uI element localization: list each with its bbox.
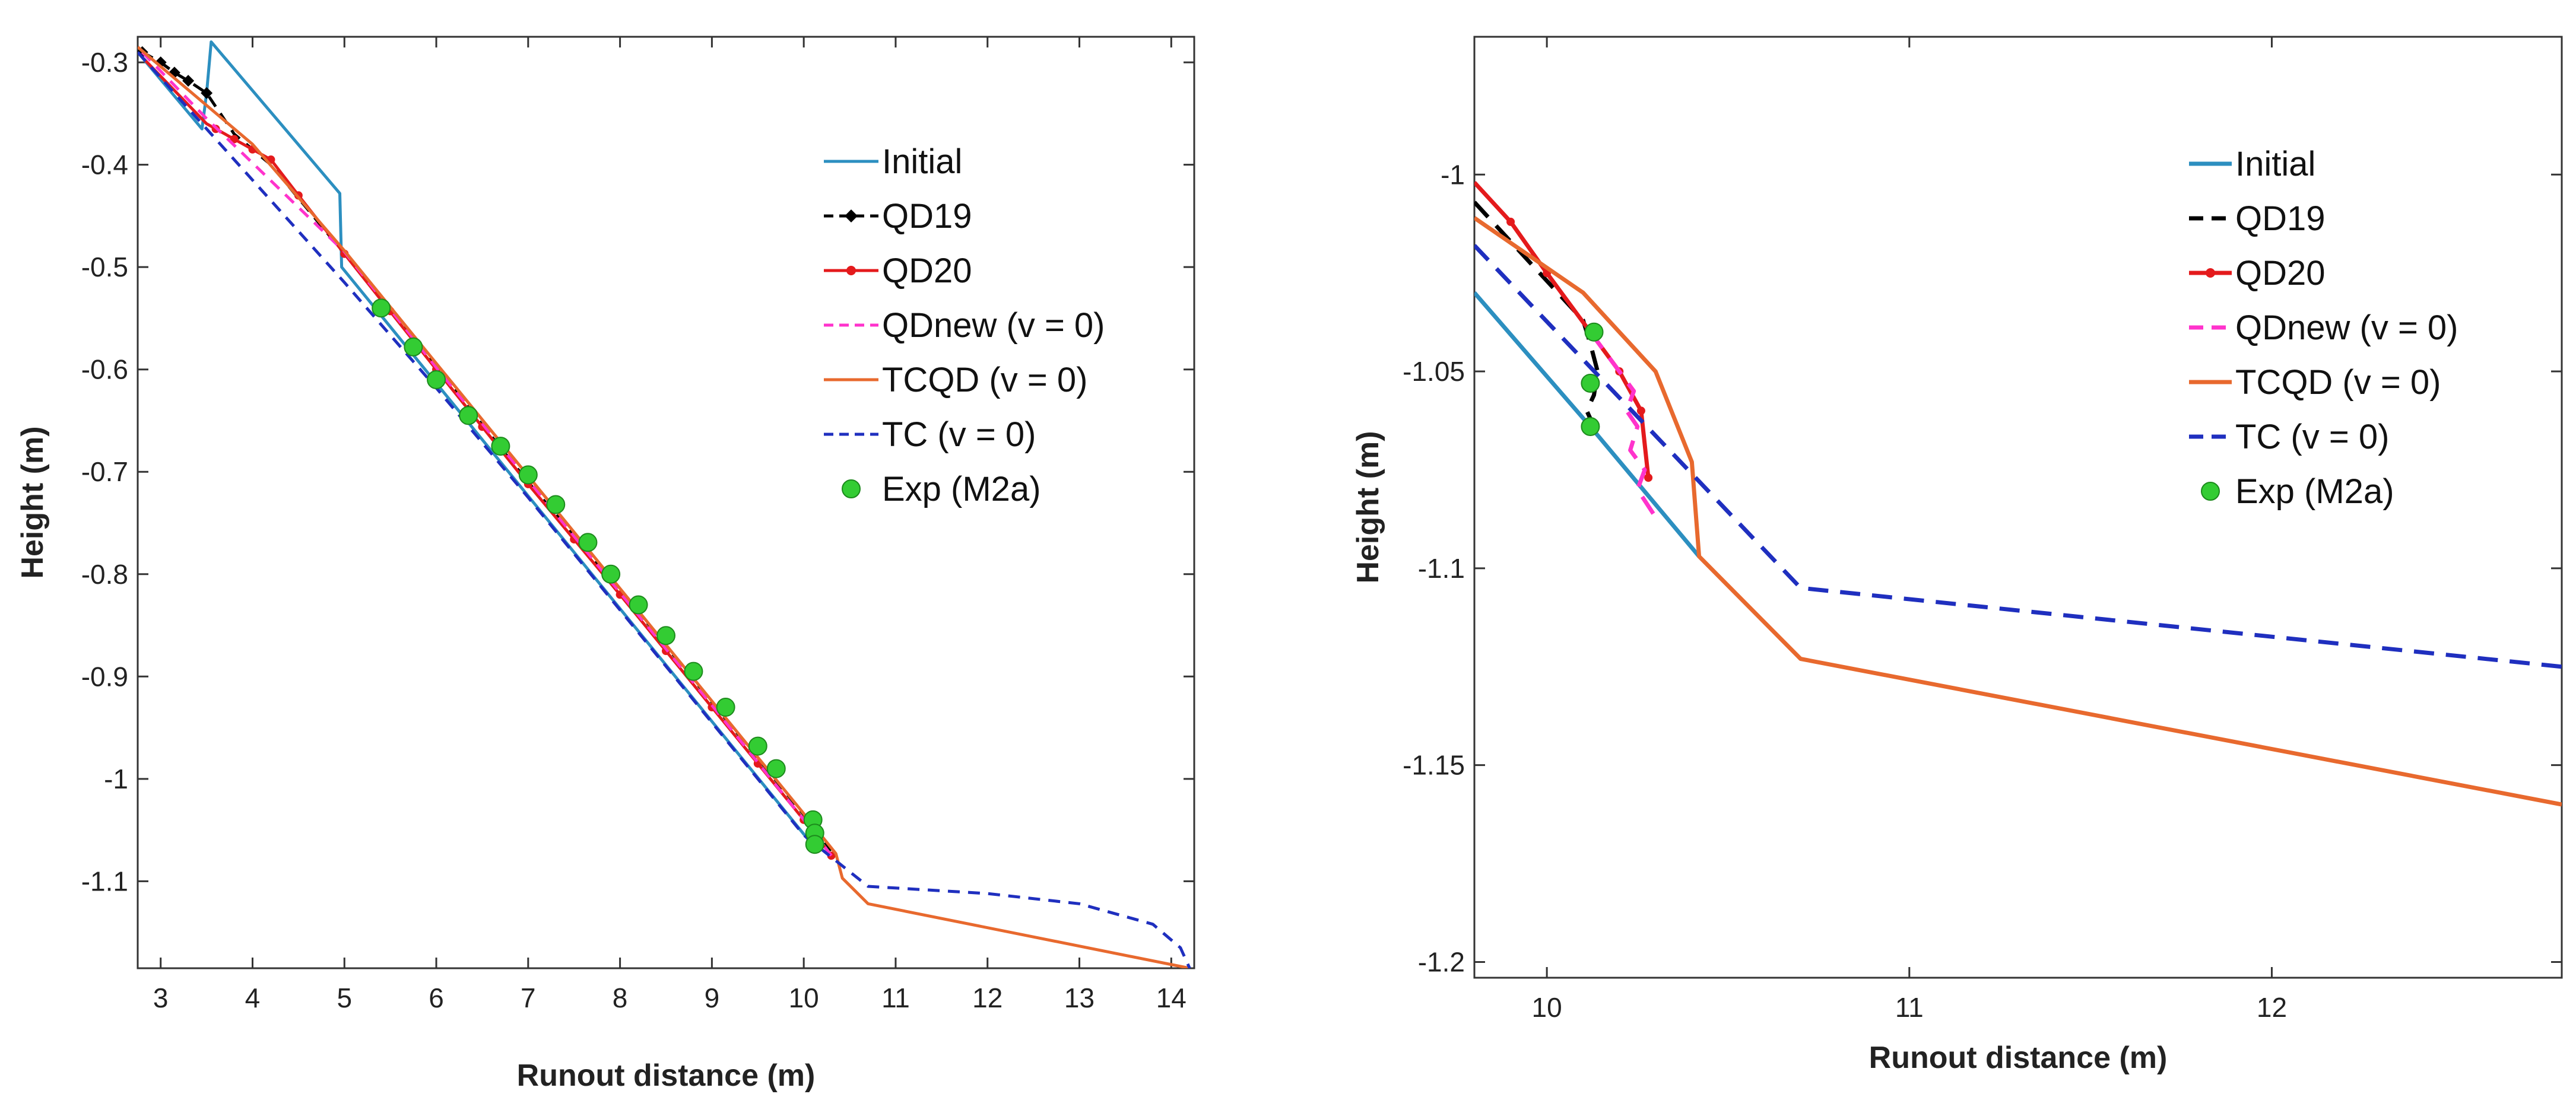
- data-point-exp-m2a: [546, 495, 566, 514]
- legend-label-qd19: QD19: [882, 197, 972, 236]
- legend: Initial QD19 QD20 QDnew (v = 0) TCQD (v = 0)…: [2189, 145, 2458, 511]
- x-tick-label: 7: [521, 982, 536, 1013]
- y-tick-label: -1.15: [1403, 750, 1465, 781]
- series-line-qdnew-v-0: [1588, 330, 1658, 519]
- data-point-exp-m2a: [1581, 416, 1600, 436]
- data-point-exp-m2a: [1584, 322, 1604, 342]
- x-tick-label: 12: [972, 982, 1003, 1013]
- plot-area-frame: [1473, 36, 2563, 979]
- chart-right: 10 11 12 -1 -1.05 -1.1 -1.15 -1.2 Runout distanc…: [1351, 36, 2563, 1075]
- legend-label-initial: Initial: [2235, 145, 2315, 183]
- series-line-tcqd-v-0: [1474, 216, 2562, 807]
- data-point-exp-m2a: [766, 759, 786, 778]
- legend: Initial QD19 QD20 QDnew (v = 0) TCQD (v = 0)…: [824, 142, 1105, 508]
- y-axis-label: Height (m): [15, 426, 50, 578]
- legend-marker-qd20: [846, 266, 856, 275]
- data-point-qd20: [1506, 217, 1515, 226]
- legend-label-tcqd-v-0: TCQD (v = 0): [882, 361, 1087, 399]
- plot-area-frame: [137, 36, 1195, 969]
- y-axis-label: Height (m): [1351, 431, 1385, 583]
- y-tick-label: -1.1: [81, 866, 128, 896]
- data-point-exp-m2a: [805, 835, 824, 854]
- y-tick-label: -0.8: [81, 559, 128, 590]
- data-point-qd20: [1644, 473, 1653, 482]
- legend-marker-exp-m2a: [842, 479, 861, 498]
- data-point-exp-m2a: [578, 533, 598, 552]
- x-tick-label: 11: [1895, 992, 1924, 1023]
- plot-series-group: [138, 40, 1191, 968]
- y-tick-label: -0.9: [81, 661, 128, 692]
- legend-label-qd20: QD20: [882, 252, 972, 290]
- y-tick-label: -0.5: [81, 252, 128, 282]
- data-point-exp-m2a: [684, 662, 703, 681]
- plot-series-group: [1474, 181, 2562, 807]
- y-tick-label: -1.05: [1403, 356, 1465, 387]
- legend-marker-qd19: [845, 209, 858, 222]
- x-tick-label: 9: [705, 982, 720, 1013]
- y-tick-label: -1.2: [1418, 946, 1465, 977]
- legend-label-qd19: QD19: [2235, 199, 2326, 238]
- x-tick-label: 8: [613, 982, 628, 1013]
- data-point-exp-m2a: [601, 564, 621, 584]
- legend-label-tc-v-0: TC (v = 0): [882, 415, 1036, 454]
- legend-label-qdnew-v-0: QDnew (v = 0): [2235, 309, 2458, 347]
- legend-marker-exp-m2a: [2201, 482, 2220, 501]
- x-tick-label: 12: [2257, 992, 2287, 1023]
- x-tick-label: 14: [1156, 982, 1187, 1013]
- x-tick-label: 6: [429, 982, 444, 1013]
- legend-label-initial: Initial: [882, 142, 962, 181]
- legend-label-exp-m2a: Exp (M2a): [2235, 472, 2394, 511]
- legend-label-tc-v-0: TC (v = 0): [2235, 418, 2389, 456]
- y-tick-label: -0.4: [81, 150, 128, 180]
- data-point-exp-m2a: [372, 298, 391, 318]
- x-axis-label: Runout distance (m): [1869, 1041, 2168, 1075]
- data-point-qd19: [201, 87, 213, 99]
- series-line-initial: [138, 40, 814, 847]
- legend-label-exp-m2a: Exp (M2a): [882, 470, 1041, 508]
- data-point-qd19: [182, 75, 195, 87]
- legend-marker-qd20: [2206, 268, 2215, 278]
- data-point-exp-m2a: [629, 595, 648, 615]
- x-tick-label: 13: [1064, 982, 1095, 1013]
- x-tick-label: 10: [789, 982, 819, 1013]
- legend-label-qdnew-v-0: QDnew (v = 0): [882, 306, 1105, 345]
- x-tick-label: 10: [1532, 992, 1562, 1023]
- legend-label-qd20: QD20: [2235, 254, 2326, 292]
- x-tick-label: 4: [245, 982, 261, 1013]
- data-point-exp-m2a: [748, 736, 767, 756]
- data-point-exp-m2a: [427, 370, 446, 389]
- x-tick-label: 5: [337, 982, 352, 1013]
- chart-left: 3 4 5 6 7 8 9 10 11 12 13 14 -0.3 -0.4 -0.5 -0.6 -0.7 -0.…: [15, 36, 1195, 1093]
- legend-label-tcqd-v-0: TCQD (v = 0): [2235, 363, 2441, 402]
- y-tick-label: -1.1: [1418, 553, 1465, 584]
- y-tick-label: -1: [1441, 159, 1465, 190]
- data-point-exp-m2a: [459, 406, 478, 425]
- y-tick-label: -0.3: [81, 47, 128, 78]
- data-point-exp-m2a: [1581, 373, 1600, 393]
- y-tick-label: -1: [104, 764, 128, 794]
- data-point-qd20: [1636, 406, 1645, 415]
- data-point-exp-m2a: [716, 698, 735, 717]
- data-point-exp-m2a: [491, 437, 510, 456]
- data-point-exp-m2a: [656, 626, 675, 645]
- y-tick-label: -0.7: [81, 456, 128, 487]
- x-tick-label: 11: [881, 982, 910, 1013]
- x-tick-label: 3: [153, 982, 169, 1013]
- data-point-exp-m2a: [518, 465, 538, 485]
- y-tick-label: -0.6: [81, 354, 128, 385]
- x-axis-label: Runout distance (m): [517, 1058, 816, 1093]
- data-point-exp-m2a: [404, 337, 423, 357]
